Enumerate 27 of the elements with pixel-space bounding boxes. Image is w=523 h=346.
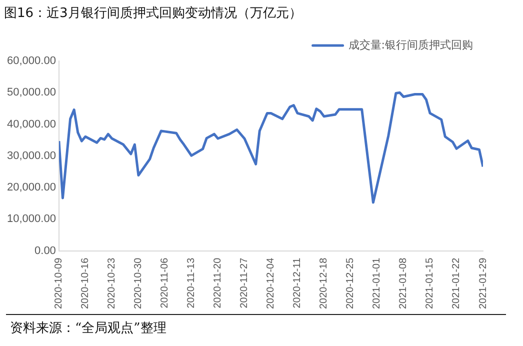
x-tick-label: 2020-12-04 [266,257,277,310]
x-tick-label: 2020-11-13 [186,257,198,308]
legend-label: 成交量:银行间质押式回购 [348,38,474,52]
y-tick-label: 30,000.00 [7,150,56,162]
x-tick-label: 2021-01-29 [478,257,489,310]
x-tick-label: 2020-11-06 [160,257,171,308]
x-tick-label: 2020-12-25 [345,257,356,310]
y-tick-label: 0.00 [34,244,56,257]
x-tick-label: 2020-11-20 [212,257,224,308]
x-tick-label: 2020-11-27 [239,257,250,308]
x-tick-label: 2020-10-23 [106,257,118,310]
x-tick-label: 2021-01-01 [372,257,383,310]
x-tick-label: 2020-12-18 [318,257,330,310]
y-tick-label: 60,000.00 [7,55,56,68]
y-tick-label: 50,000.00 [7,86,56,99]
text: 资料来源：“全局观点”整理 [10,320,166,337]
y-tick-label: 40,000.00 [7,118,56,130]
y-tick-label: 20,000.00 [7,182,56,194]
x-tick-label: 2021-01-08 [398,257,410,310]
x-tick-label: 2020-10-30 [133,257,144,310]
x-tick-label: 2021-01-22 [451,257,462,310]
y-tick-label: 10,000.00 [7,213,56,226]
x-tick-label: 2020-10-16 [80,257,92,310]
x-tick-label: 2020-10-09 [54,257,65,310]
chart-title: 图16：近3月银行间质押式回购变动情况（万亿元） [4,5,302,22]
x-tick-label: 2021-01-15 [424,257,436,310]
x-tick-label: 2020-12-11 [292,257,304,308]
